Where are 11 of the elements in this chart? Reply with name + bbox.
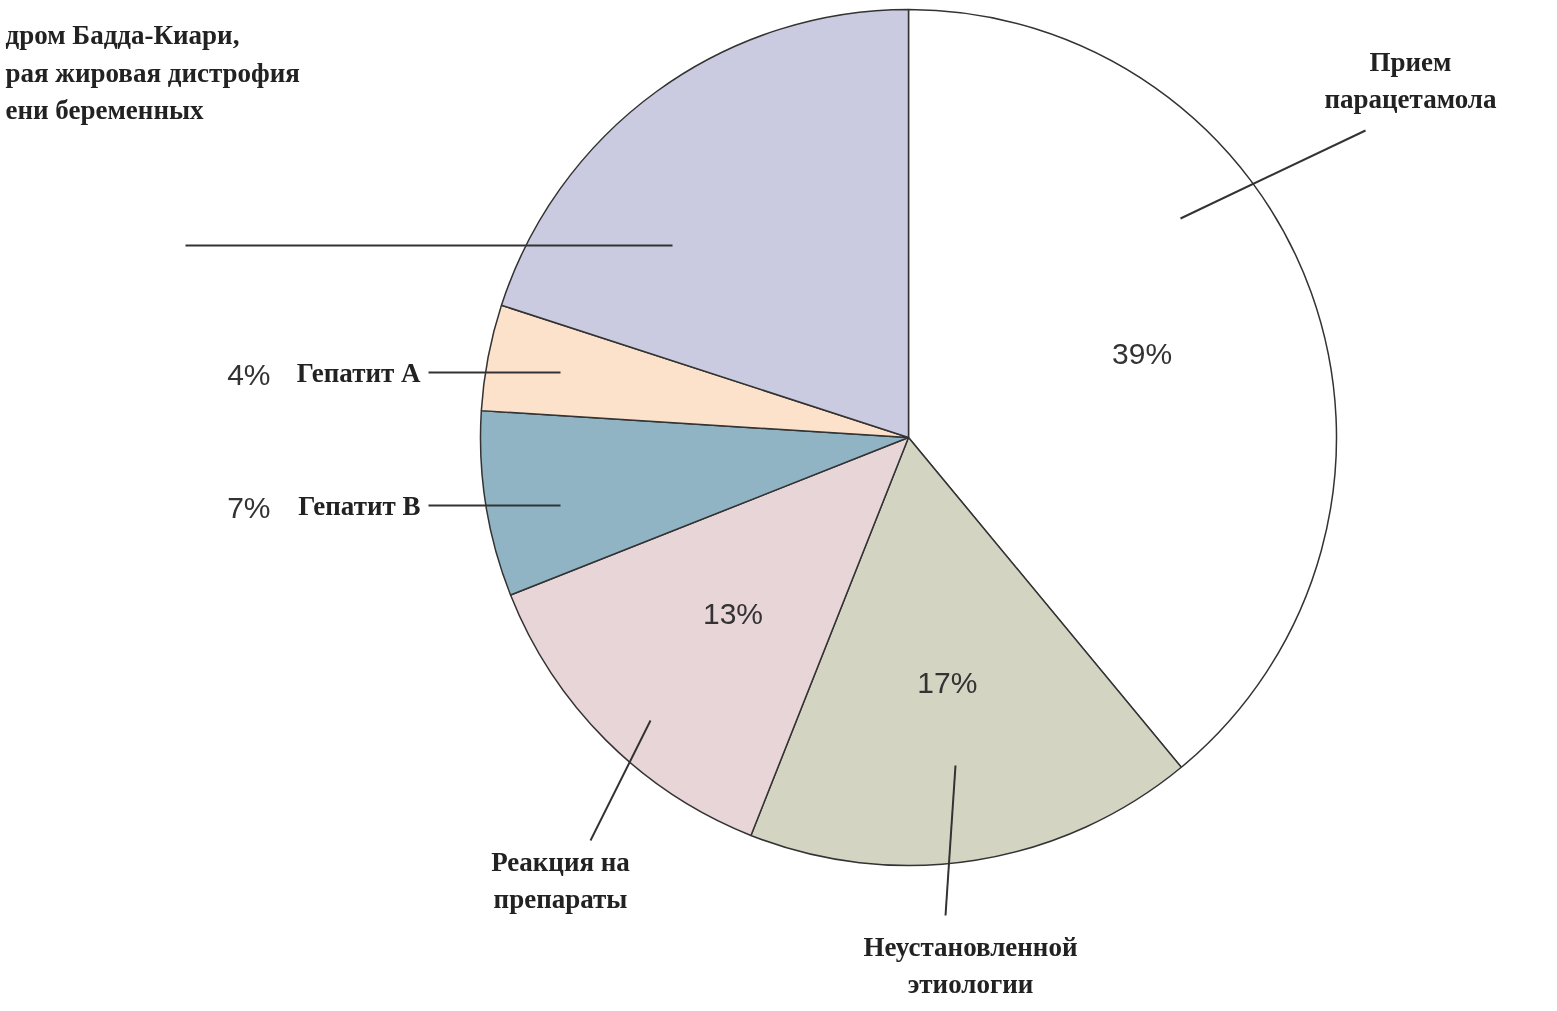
slice-label: дром Бадда-Киари, рая жировая дистрофия ени беременных bbox=[5, 20, 300, 125]
data-label: 17% bbox=[917, 666, 978, 700]
data-label: 7% bbox=[227, 491, 271, 524]
slice-label: Гепатит А bbox=[296, 357, 421, 388]
slice-label: Прием парацетамола bbox=[1324, 46, 1498, 115]
data-label: 13% bbox=[702, 596, 763, 630]
data-label: 39% bbox=[1112, 336, 1173, 370]
slice-label: Неустановленной этиологии bbox=[863, 931, 1078, 1000]
slice-label: Гепатит В bbox=[298, 490, 421, 521]
slice-label: Реакция на препараты bbox=[491, 846, 631, 915]
data-label: 4% bbox=[227, 358, 271, 391]
